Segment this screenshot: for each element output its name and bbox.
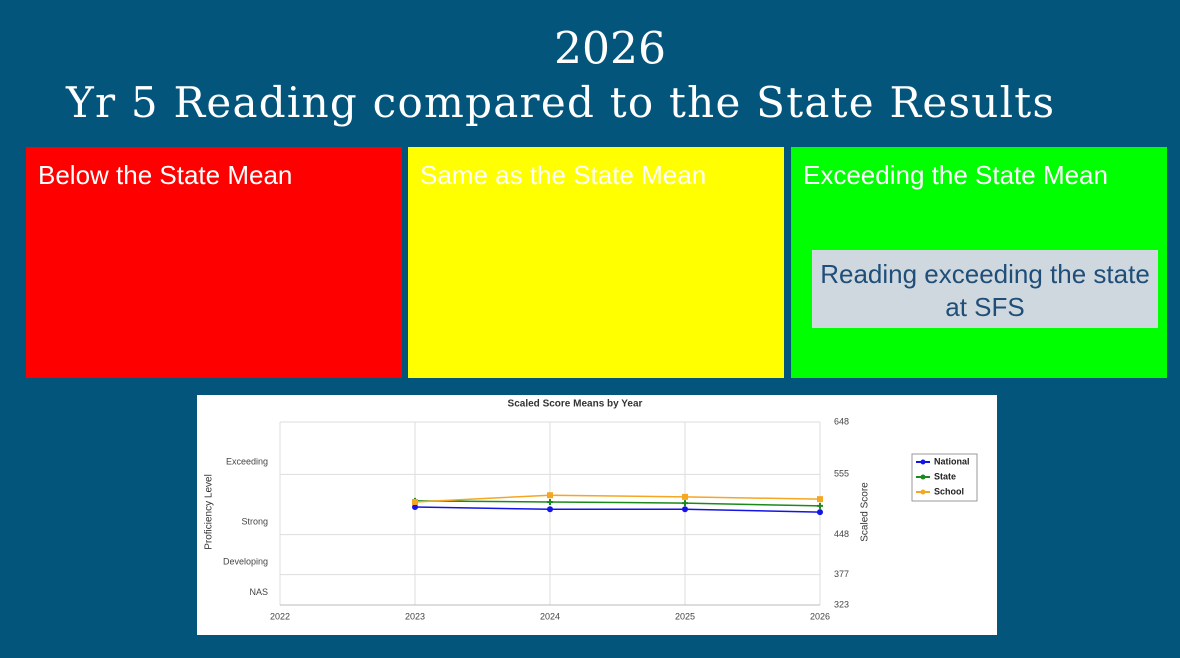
y-axis-label: Proficiency Level [204, 474, 215, 550]
legend-marker [920, 459, 926, 465]
point [682, 506, 688, 513]
legend-label: National [934, 456, 970, 466]
y-tick-label: Strong [241, 517, 268, 527]
y2-tick-label: 377 [834, 569, 849, 579]
legend-marker [920, 474, 926, 480]
point [817, 509, 823, 516]
x-tick-label: 2022 [270, 611, 290, 621]
panel-label: Below the State Mean [38, 160, 292, 190]
point [682, 493, 688, 500]
chart-box [197, 395, 997, 635]
series-line [414, 494, 821, 503]
x-tick-label: 2024 [540, 611, 560, 621]
point [547, 498, 553, 505]
legend-label: State [934, 471, 956, 481]
point [682, 500, 688, 507]
note-box [812, 250, 1158, 328]
point [547, 506, 553, 513]
panel-below [26, 147, 402, 378]
y2-tick-label: 555 [834, 469, 849, 479]
y2-axis-label: Scaled Score [860, 482, 871, 542]
point [817, 496, 823, 503]
note: Reading exceeding the state at SFS [820, 259, 1150, 322]
y2-tick-label: 448 [834, 529, 849, 539]
panel-label: Same as the State Mean [420, 160, 706, 190]
series-line [414, 506, 821, 513]
legend-label: School [934, 486, 964, 496]
year: 2026 [554, 24, 666, 75]
point [412, 504, 418, 511]
y-tick-label: Developing [223, 557, 268, 567]
legend-marker [920, 489, 926, 495]
panel-label: Exceeding the State Mean [803, 160, 1108, 190]
y2-tick-label: 323 [834, 599, 849, 609]
x-tick-label: 2023 [405, 611, 425, 621]
y-tick-label: NAS [249, 587, 268, 597]
x-tick-label: 2026 [810, 611, 830, 621]
note-wrap: Reading exceeding the state at SFS [820, 259, 1150, 322]
point [547, 492, 553, 499]
chart-title: Scaled Score Means by Year [508, 399, 643, 410]
x-tick-label: 2025 [675, 611, 695, 621]
point [817, 502, 823, 509]
y2-tick-label: 648 [834, 416, 849, 426]
series-line [414, 500, 821, 507]
y-tick-label: Exceeding [226, 456, 268, 466]
chart: Scaled Score Means by Year Proficiency L… [204, 399, 978, 621]
panel-same [408, 147, 784, 378]
point [412, 498, 418, 505]
slide-title: Yr 5 Reading compared to the State Resul… [65, 78, 1054, 127]
